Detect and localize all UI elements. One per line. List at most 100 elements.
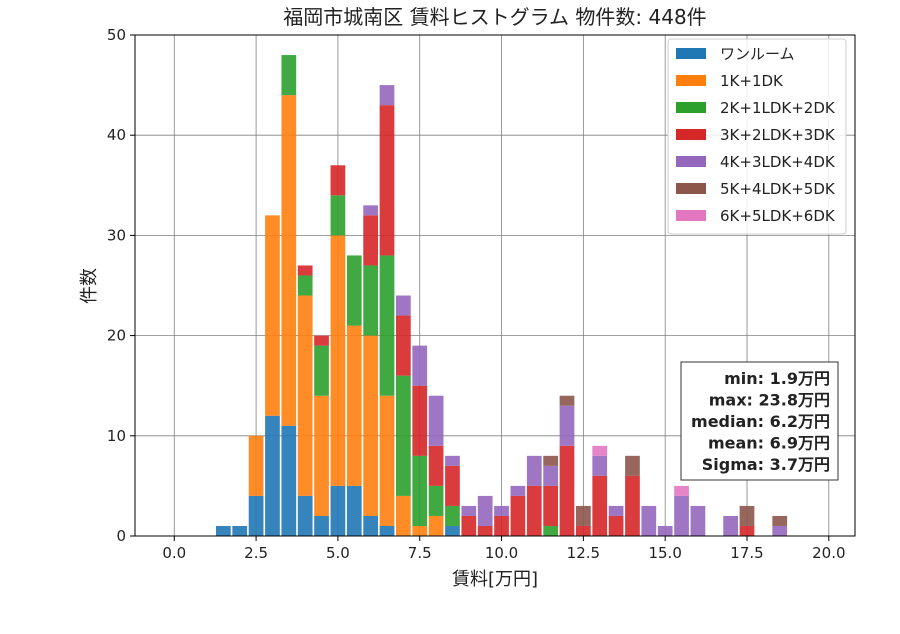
histogram-bar xyxy=(428,515,444,536)
histogram-bar xyxy=(248,435,264,496)
histogram-bar xyxy=(428,485,444,516)
y-tick-label: 20 xyxy=(107,327,126,345)
histogram-bar xyxy=(330,235,346,486)
histogram-bar xyxy=(674,485,689,496)
histogram-bar xyxy=(592,445,608,456)
histogram-bar xyxy=(477,525,493,536)
histogram-bar xyxy=(346,325,362,486)
histogram-bar xyxy=(379,395,395,526)
histogram-bar xyxy=(428,445,444,486)
histogram-bar xyxy=(330,165,346,196)
stats-line: max: 23.8万円 xyxy=(709,391,830,410)
stats-line: mean: 6.9万円 xyxy=(708,434,830,453)
histogram-bar xyxy=(461,515,477,536)
histogram-bar xyxy=(445,505,460,526)
histogram-bar xyxy=(281,55,297,96)
legend-swatch xyxy=(676,48,706,59)
legend: ワンルーム 1K+1DK 2K+1LDK+2DK 3K+2LDK+3DK 4K+3LDK… xyxy=(667,38,847,235)
legend-swatch xyxy=(676,75,706,86)
histogram-bar xyxy=(657,525,673,536)
x-tick-label: 20.0 xyxy=(812,544,845,562)
legend-label: 3K+2LDK+3DK xyxy=(720,126,836,144)
legend-swatch xyxy=(676,210,706,221)
y-axis-label: 件数 xyxy=(79,268,100,304)
histogram-bar xyxy=(265,415,280,536)
stats-box: min: 1.9万円 max: 23.8万円 median: 6.2万円 mean: … xyxy=(680,361,839,481)
x-tick-label: 7.5 xyxy=(408,544,432,562)
histogram-bar xyxy=(379,255,395,396)
x-tick-label: 5.0 xyxy=(326,544,350,562)
y-tick-label: 10 xyxy=(107,427,126,445)
histogram-bar xyxy=(363,205,378,216)
histogram-bar xyxy=(559,405,575,446)
histogram-bar xyxy=(396,495,411,536)
histogram-bar xyxy=(396,295,411,316)
histogram-bar xyxy=(592,475,608,536)
histogram-bar xyxy=(739,525,755,536)
histogram-bar xyxy=(543,465,558,486)
histogram-bar xyxy=(526,485,542,536)
legend-label: 5K+4LDK+5DK xyxy=(720,180,836,198)
histogram-bar xyxy=(363,215,378,266)
legend-label: ワンルーム xyxy=(720,45,795,63)
x-tick-label: 15.0 xyxy=(648,544,681,562)
histogram-bar xyxy=(445,525,460,536)
histogram-bar xyxy=(363,515,378,536)
histogram-bar xyxy=(314,335,329,346)
legend-label: 6K+5LDK+6DK xyxy=(720,207,836,225)
histogram-bar xyxy=(690,505,706,536)
legend-swatch xyxy=(676,102,706,113)
histogram-bar xyxy=(772,525,788,536)
histogram-bar xyxy=(576,505,591,526)
y-tick-label: 0 xyxy=(116,527,126,545)
x-tick-label: 12.5 xyxy=(567,544,600,562)
histogram-bar xyxy=(216,525,231,536)
legend-frame xyxy=(667,38,847,235)
histogram-bar xyxy=(543,455,558,466)
histogram-bar xyxy=(674,495,689,536)
histogram-bar xyxy=(428,395,444,446)
histogram-bar xyxy=(510,485,526,496)
histogram-bar xyxy=(608,505,624,516)
histogram-bar xyxy=(363,265,378,336)
histogram-bar xyxy=(314,395,329,516)
histogram-bar xyxy=(494,515,509,536)
x-tick-label: 0.0 xyxy=(162,544,186,562)
x-axis-label: 賃料[万円] xyxy=(452,569,538,590)
histogram-bar xyxy=(330,485,346,536)
histogram-bar xyxy=(412,455,428,526)
histogram-bar xyxy=(297,265,313,276)
bars xyxy=(216,55,788,536)
histogram-bar xyxy=(248,495,264,536)
y-tick-label: 30 xyxy=(107,226,126,244)
histogram-bar xyxy=(477,495,493,526)
histogram-bar xyxy=(592,455,608,476)
x-ticks: 0.0 2.5 5.0 7.5 10.0 12.5 15.0 17.5 20.0 xyxy=(162,536,846,562)
chart-title: 福岡市城南区 賃料ヒストグラム 物件数: 448件 xyxy=(283,5,706,29)
legend-swatch xyxy=(676,183,706,194)
plot-frame xyxy=(134,34,856,537)
histogram-bar xyxy=(396,315,411,376)
histogram-bar xyxy=(445,465,460,506)
histogram-bar xyxy=(412,525,428,536)
stats-frame xyxy=(680,361,839,481)
histogram-bar xyxy=(576,525,591,536)
stats-line: min: 1.9万円 xyxy=(724,369,830,388)
histogram-bar xyxy=(412,345,428,386)
x-tick-label: 10.0 xyxy=(485,544,518,562)
histogram-bar xyxy=(396,375,411,496)
histogram-bar xyxy=(412,385,428,456)
histogram-bar xyxy=(625,475,640,536)
histogram-bar xyxy=(739,505,755,526)
histogram-bar xyxy=(723,515,738,536)
legend-label: 2K+1LDK+2DK xyxy=(720,99,836,117)
histogram-bar xyxy=(772,515,788,526)
histogram-bar xyxy=(526,455,542,486)
x-tick-label: 2.5 xyxy=(244,544,268,562)
histogram-bar xyxy=(281,425,297,536)
histogram-bar xyxy=(625,455,640,476)
x-tick-label: 17.5 xyxy=(730,544,763,562)
histogram-bar xyxy=(297,295,313,496)
